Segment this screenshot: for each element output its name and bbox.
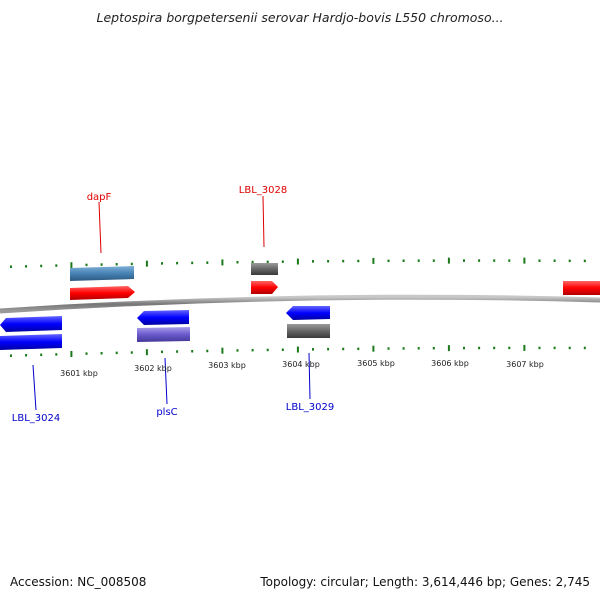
LBL_3024-leader xyxy=(32,364,37,411)
scale-label: 3605 kbp xyxy=(357,359,395,368)
map-title: Leptospira borgpetersenii serovar Hardjo… xyxy=(96,10,504,25)
gene-label-dapF[interactable]: dapF xyxy=(87,192,112,203)
gene-LBL_3029-arrow[interactable] xyxy=(286,306,330,320)
plsC-leader xyxy=(164,357,168,405)
gene-plsC-arrow[interactable] xyxy=(137,310,189,325)
LBL_3028-leader xyxy=(262,195,265,248)
gene-label-plsC[interactable]: plsC xyxy=(156,407,177,418)
feature-steel-blue[interactable] xyxy=(70,266,134,281)
gene-label-LBL_3028[interactable]: LBL_3028 xyxy=(239,185,287,196)
forward-strand-features xyxy=(70,263,600,300)
gene-LBL_3024-arrow-b[interactable] xyxy=(0,334,62,350)
scale-label: 3604 kbp xyxy=(282,360,320,369)
gene-LBL_3028-arrow[interactable] xyxy=(251,281,278,294)
LBL_3029-leader xyxy=(308,352,311,400)
genome-summary: Topology: circular; Length: 3,614,446 bp… xyxy=(260,575,590,589)
scale-label: 3603 kbp xyxy=(208,361,246,370)
gene-label-LBL_3024[interactable]: LBL_3024 xyxy=(12,413,60,424)
scale-label: 3601 kbp xyxy=(60,369,98,378)
feature-red-right[interactable] xyxy=(563,281,600,295)
feature-gray-upper[interactable] xyxy=(251,263,278,275)
dapF-leader xyxy=(98,201,102,254)
scale-label: 3602 kbp xyxy=(134,364,172,373)
gene-LBL_3024-arrow-a[interactable] xyxy=(0,316,62,332)
feature-slate[interactable] xyxy=(137,327,190,342)
kbp-scale: 3601 kbp 3602 kbp 3603 kbp 3604 kbp 3605… xyxy=(60,359,544,378)
reverse-strand-features xyxy=(0,306,330,350)
chromosome-backbone xyxy=(0,294,600,314)
scale-label: 3606 kbp xyxy=(431,359,469,368)
gc-ticks-upper xyxy=(10,257,586,269)
scale-label: 3607 kbp xyxy=(506,360,544,369)
gene-label-LBL_3029[interactable]: LBL_3029 xyxy=(286,402,334,413)
feature-gray-lower[interactable] xyxy=(287,324,330,338)
gene-dapF-arrow[interactable] xyxy=(70,286,135,300)
accession-label: Accession: NC_008508 xyxy=(10,575,147,589)
gc-ticks-lower xyxy=(10,344,586,357)
